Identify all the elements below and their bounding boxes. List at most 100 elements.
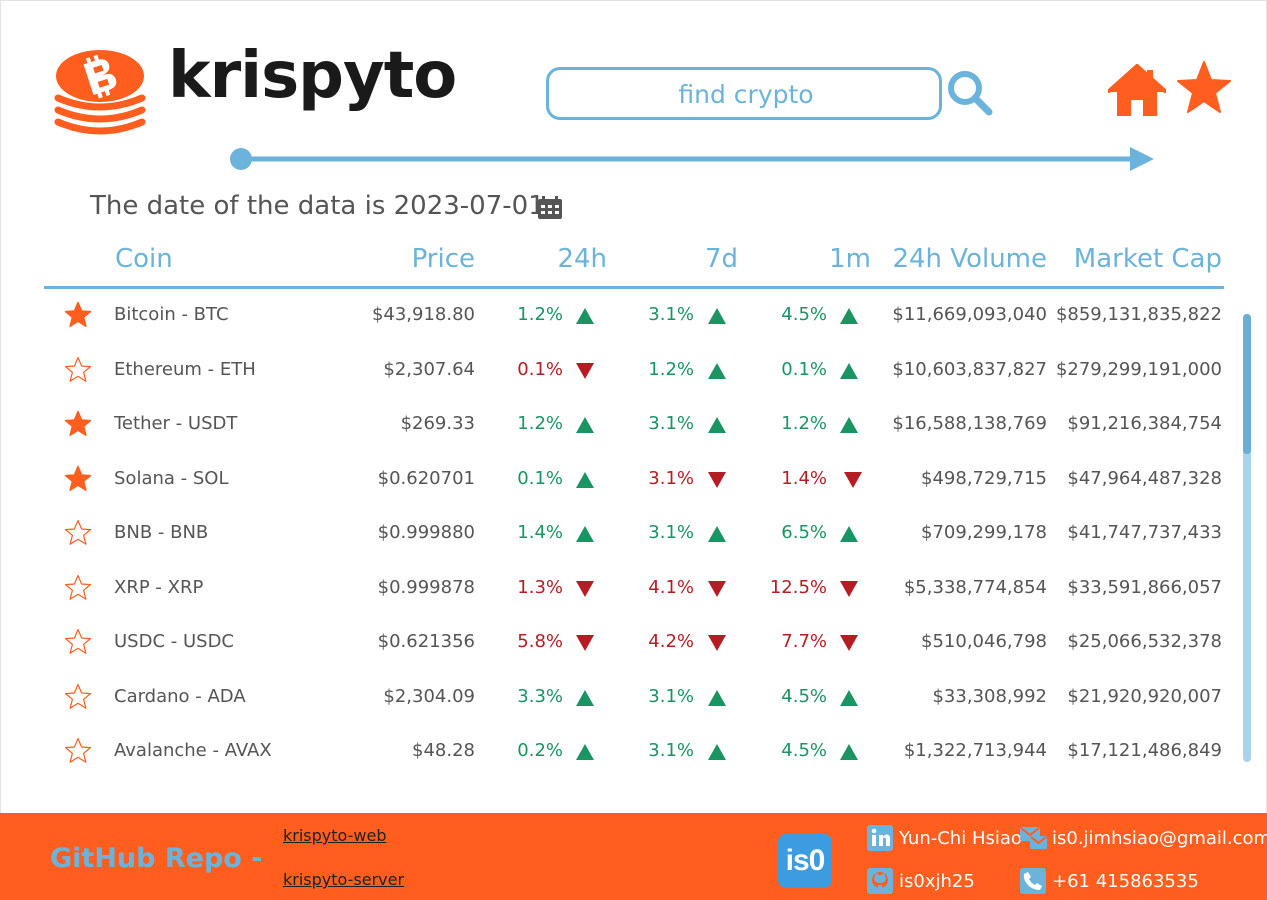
search-input[interactable] — [549, 70, 943, 119]
change-24h: 0.2% — [517, 740, 563, 761]
coin-name: Cardano - ADA — [114, 685, 246, 707]
trend-arrow-icon — [708, 744, 726, 760]
trend-arrow-icon — [708, 471, 726, 488]
change-1m: 6.5% — [781, 522, 827, 543]
coin-price: $43,918.80 — [371, 304, 475, 325]
table-row[interactable]: XRP - XRP $0.999878 1.3% 4.1% 12.5% $5,3… — [44, 561, 1224, 615]
coin-name: Avalanche - AVAX — [114, 740, 272, 761]
calendar-icon[interactable] — [537, 196, 563, 220]
volume-24h: $33,308,992 — [932, 685, 1047, 707]
column-header-coin[interactable]: Coin — [115, 244, 173, 274]
change-1m: 7.7% — [781, 631, 827, 652]
coin-name: Solana - SOL — [114, 467, 229, 489]
trend-arrow-icon — [708, 635, 726, 651]
favorite-star-icon[interactable] — [64, 628, 92, 656]
coin-price: $2,304.09 — [383, 685, 475, 707]
favorite-star-icon[interactable] — [64, 301, 92, 329]
change-7d: 4.1% — [648, 576, 694, 598]
change-7d: 1.2% — [648, 358, 694, 380]
coin-price: $48.28 — [412, 740, 475, 761]
bitcoin-stack-icon[interactable] — [52, 46, 148, 142]
favorite-star-icon[interactable] — [64, 356, 92, 384]
coin-name: Tether - USDT — [114, 413, 238, 434]
column-header-24h-volume[interactable]: 24h Volume — [892, 244, 1047, 274]
phone-icon[interactable] — [1020, 868, 1046, 894]
favorite-star-icon[interactable] — [64, 465, 92, 493]
coin-price: $0.620701 — [377, 467, 475, 489]
trend-arrow-icon — [576, 580, 594, 597]
change-7d: 3.1% — [648, 740, 694, 761]
table-row[interactable]: Solana - SOL $0.620701 0.1% 3.1% 1.4% $4… — [44, 452, 1224, 506]
favorite-star-icon[interactable] — [64, 574, 92, 602]
change-1m: 1.4% — [781, 467, 827, 489]
linkedin-icon[interactable] — [867, 825, 893, 851]
home-icon[interactable] — [1108, 64, 1166, 118]
column-header-market-cap[interactable]: Market Cap — [1073, 244, 1222, 274]
brand-name[interactable]: krispyto — [168, 39, 457, 113]
repo-link-server[interactable]: krispyto-server — [283, 870, 405, 889]
change-24h: 3.3% — [517, 685, 563, 707]
trend-arrow-icon — [840, 580, 858, 597]
scrollbar-thumb[interactable] — [1243, 314, 1251, 454]
footer: GitHub Repo - krispyto-web krispyto-serv… — [0, 813, 1267, 900]
volume-24h: $498,729,715 — [921, 467, 1047, 489]
github-icon[interactable] — [867, 868, 893, 894]
trend-arrow-icon — [576, 635, 594, 651]
table-header: Coin Price 24h 7d 1m 24h Volume Market C… — [44, 240, 1224, 289]
trend-arrow-icon — [576, 689, 594, 706]
market-cap: $91,216,384,754 — [1067, 413, 1222, 434]
column-header-1m[interactable]: 1m — [829, 244, 871, 274]
star-icon[interactable] — [1176, 60, 1232, 116]
trend-arrow-icon — [576, 744, 594, 760]
trend-arrow-icon — [576, 526, 594, 542]
search-icon[interactable] — [946, 69, 994, 117]
column-header-7d[interactable]: 7d — [704, 244, 738, 274]
contact-email[interactable]: is0.jimhsiao@gmail.com — [1052, 828, 1267, 849]
trend-arrow-icon — [576, 471, 594, 488]
contact-phone[interactable]: +61 415863535 — [1052, 871, 1199, 892]
trend-arrow-icon — [840, 689, 858, 706]
change-24h: 0.1% — [517, 358, 563, 380]
trend-arrow-icon — [708, 526, 726, 542]
table-scrollbar[interactable] — [1243, 314, 1251, 762]
change-24h: 5.8% — [517, 631, 563, 652]
column-header-price[interactable]: Price — [411, 244, 475, 274]
volume-24h: $510,046,798 — [921, 631, 1047, 652]
table-row[interactable]: Avalanche - AVAX $48.28 0.2% 3.1% 4.5% $… — [44, 724, 1224, 778]
email-icon[interactable] — [1020, 825, 1048, 851]
favorite-star-icon[interactable] — [64, 519, 92, 547]
coin-name: XRP - XRP — [114, 576, 204, 598]
search-box[interactable] — [546, 67, 943, 120]
table-row[interactable]: Tether - USDT $269.33 1.2% 3.1% 1.2% $16… — [44, 397, 1224, 451]
coin-price: $269.33 — [400, 413, 475, 434]
table-row[interactable]: Bitcoin - BTC $43,918.80 1.2% 3.1% 4.5% … — [44, 288, 1224, 342]
github-username[interactable]: is0xjh25 — [899, 871, 975, 892]
change-1m: 0.1% — [781, 358, 827, 380]
table-row[interactable]: Ethereum - ETH $2,307.64 0.1% 1.2% 0.1% … — [44, 343, 1224, 397]
coin-name: Ethereum - ETH — [114, 358, 256, 380]
table-row[interactable]: USDC - USDC $0.621356 5.8% 4.2% 7.7% $51… — [44, 615, 1224, 669]
trend-arrow-icon — [708, 689, 726, 706]
trend-arrow-icon — [840, 526, 858, 542]
repo-link-web[interactable]: krispyto-web — [283, 826, 387, 845]
is0-logo[interactable]: is0 — [778, 834, 832, 888]
table-row[interactable]: BNB - BNB $0.999880 1.4% 3.1% 6.5% $709,… — [44, 506, 1224, 560]
favorite-star-icon[interactable] — [64, 737, 92, 765]
market-cap: $33,591,866,057 — [1067, 576, 1222, 598]
table-row[interactable]: Cardano - ADA $2,304.09 3.3% 3.1% 4.5% $… — [44, 670, 1224, 724]
trend-arrow-icon — [708, 308, 726, 324]
linkedin-name[interactable]: Yun-Chi Hsiao — [899, 828, 1022, 849]
trend-arrow-icon — [840, 417, 858, 433]
change-1m: 4.5% — [781, 740, 827, 761]
change-24h: 1.2% — [517, 304, 563, 325]
volume-24h: $5,338,774,854 — [903, 576, 1047, 598]
favorite-star-icon[interactable] — [64, 410, 92, 438]
change-7d: 3.1% — [648, 685, 694, 707]
favorite-star-icon[interactable] — [64, 683, 92, 711]
column-header-24h[interactable]: 24h — [557, 244, 607, 274]
change-7d: 3.1% — [648, 522, 694, 543]
volume-24h: $709,299,178 — [921, 522, 1047, 543]
market-cap: $21,920,920,007 — [1067, 685, 1222, 707]
trend-arrow-icon — [708, 580, 726, 597]
market-cap: $41,747,737,433 — [1067, 522, 1222, 543]
